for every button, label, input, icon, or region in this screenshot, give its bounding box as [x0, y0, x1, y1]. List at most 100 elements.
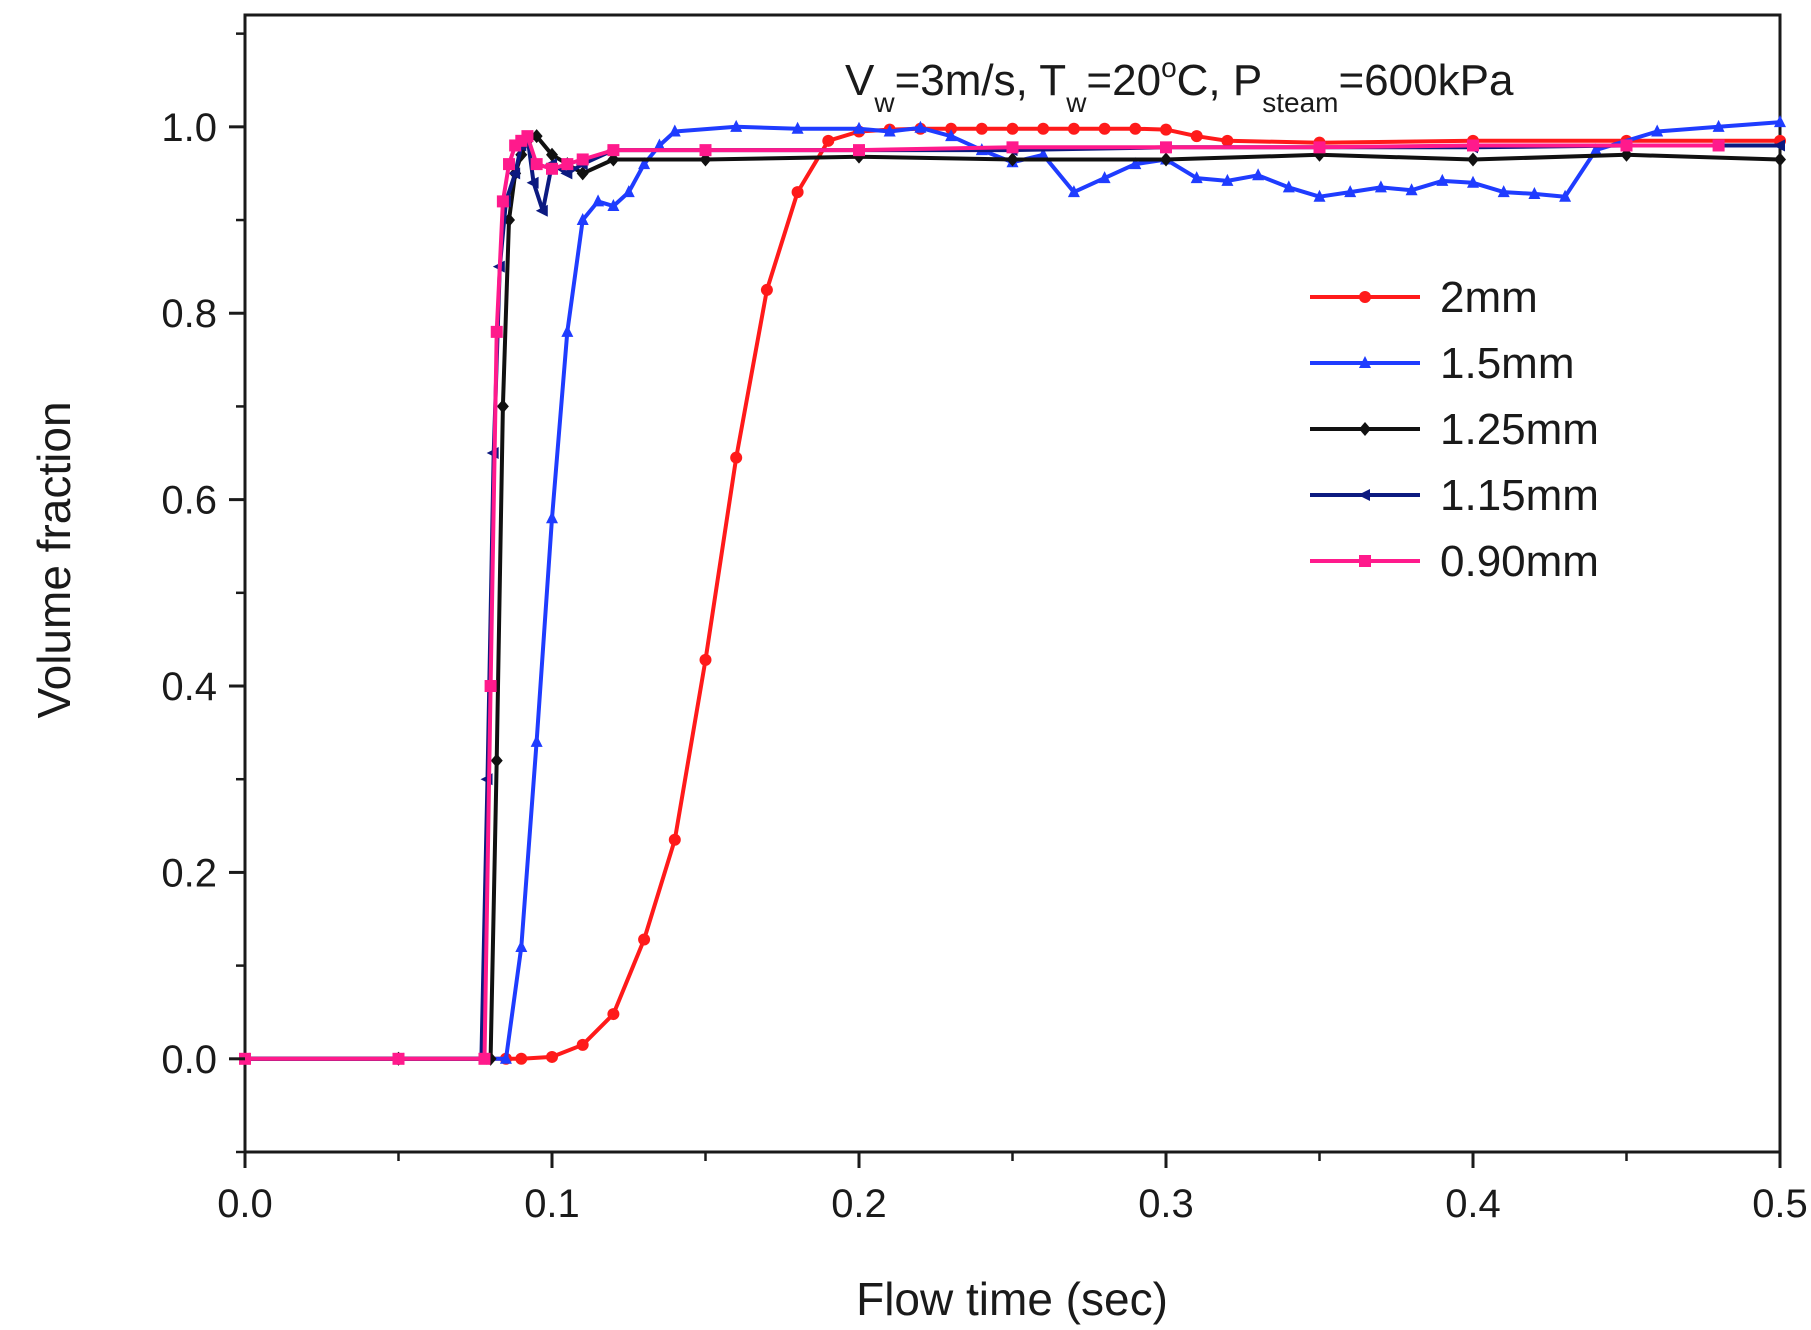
data-point [1098, 171, 1111, 184]
data-point [1467, 139, 1479, 152]
data-point [1160, 141, 1172, 154]
x-tick-label: 0.1 [524, 1182, 580, 1226]
data-point [1467, 152, 1479, 167]
legend-label: 0.90mm [1440, 537, 1599, 586]
data-point [490, 325, 503, 338]
data-point [1098, 122, 1111, 135]
annotation-temperature-sub: w [1065, 87, 1087, 118]
data-point [699, 144, 712, 157]
annotation-pressure: P [1233, 56, 1262, 105]
data-point [496, 195, 509, 208]
data-point [496, 399, 509, 414]
data-point [975, 122, 988, 135]
data-point [576, 1038, 589, 1051]
data-point [546, 511, 558, 524]
condition-annotation: Vw=3m/s, Tw=20oC, Psteam=600kPa [845, 52, 1514, 118]
data-point [392, 1052, 405, 1065]
data-point [1129, 157, 1142, 170]
data-point [503, 158, 516, 171]
x-tick-label: 0.4 [1445, 1182, 1501, 1226]
x-tick-label: 0.2 [831, 1182, 887, 1226]
legend-item: 2mm [1310, 273, 1538, 322]
data-point [1359, 555, 1371, 567]
data-point [546, 147, 558, 162]
data-point [1344, 185, 1357, 198]
data-point [576, 153, 589, 166]
series-1.25mm [239, 129, 1786, 1066]
data-point [546, 162, 558, 175]
data-point [515, 1052, 528, 1065]
series-line [245, 120, 1781, 1061]
data-point [1359, 356, 1371, 368]
data-point [592, 194, 605, 207]
data-point [1221, 134, 1234, 147]
data-point [546, 1050, 558, 1063]
data-point [1067, 122, 1080, 135]
data-point [521, 130, 534, 143]
data-point [1282, 180, 1295, 193]
data-point [530, 129, 543, 144]
data-point [1359, 291, 1371, 303]
legend-label: 1.15mm [1440, 471, 1599, 520]
data-point [653, 138, 666, 151]
x-tick-label: 0.0 [217, 1182, 273, 1226]
annotation-temperature: T [1039, 56, 1066, 105]
annotation-pressure-sub: steam [1262, 87, 1338, 118]
data-point [791, 186, 804, 199]
legend-label: 1.25mm [1440, 405, 1599, 454]
annotation-pressure-value: =600kPa [1338, 56, 1513, 105]
data-point [760, 283, 773, 296]
series-1.15mm [238, 130, 1785, 1065]
data-point [499, 1051, 512, 1064]
data-point [1774, 152, 1786, 167]
data-point [1712, 139, 1725, 152]
y-axis-title: Volume fraction [28, 401, 80, 718]
annotation-temperature-value: =20 [1086, 56, 1161, 105]
data-point [1006, 152, 1019, 167]
data-point [1037, 122, 1050, 135]
legend-label: 1.5mm [1440, 339, 1574, 388]
data-point [561, 158, 574, 171]
annotation-temperature-unit: C, [1177, 56, 1233, 105]
y-tick-label: 1.0 [161, 106, 217, 150]
data-point [1358, 489, 1370, 501]
series-1.5mm [239, 115, 1786, 1064]
data-point [699, 653, 712, 666]
series-0.90mm [239, 130, 1725, 1065]
data-point [1528, 186, 1541, 199]
data-point [730, 451, 743, 464]
data-point [1313, 189, 1326, 202]
data-point [560, 167, 573, 180]
data-point [1774, 115, 1786, 128]
series-2mm [239, 122, 1786, 1065]
x-tick-label: 0.3 [1138, 1182, 1194, 1226]
annotation-degree-sup: o [1161, 52, 1177, 83]
annotation-velocity-sub: w [873, 87, 895, 118]
data-point [1067, 185, 1080, 198]
legend-item: 1.15mm [1310, 471, 1599, 520]
data-point [508, 167, 521, 180]
data-point [1359, 422, 1371, 436]
y-tick-label: 0.6 [161, 479, 217, 523]
x-axis-title: Flow time (sec) [856, 1273, 1168, 1325]
annotation-velocity-value: =3m/s, [895, 56, 1040, 105]
data-point [668, 833, 681, 846]
data-point [1221, 173, 1234, 186]
series-line [245, 134, 1780, 1061]
y-tick-label: 0.2 [161, 851, 217, 895]
data-point [530, 158, 543, 171]
data-point [535, 204, 548, 217]
data-point [822, 134, 835, 147]
data-point [1160, 152, 1172, 167]
data-point [1313, 141, 1326, 154]
data-point [490, 753, 503, 768]
data-point [1006, 122, 1019, 135]
data-point [945, 129, 958, 142]
y-tick-label: 0.0 [161, 1038, 217, 1082]
data-point [1037, 147, 1050, 160]
data-point [1467, 175, 1479, 188]
series-line [245, 126, 1780, 1061]
data-point [638, 933, 651, 946]
data-point [1160, 123, 1172, 136]
